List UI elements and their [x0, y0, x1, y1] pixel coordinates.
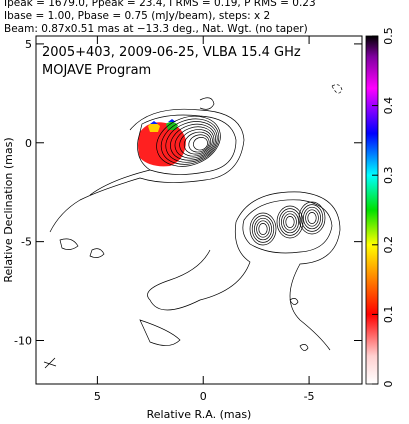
contour	[188, 134, 210, 153]
contour	[59, 238, 105, 258]
contour	[281, 210, 299, 234]
contour	[256, 220, 270, 238]
beam	[43, 357, 57, 369]
plot-subtitle: MOJAVE Program	[42, 63, 151, 78]
colorbar-tick-label: 0	[382, 381, 395, 388]
contour	[147, 191, 341, 351]
colorbar-tick-label: 0.2	[382, 236, 395, 254]
header-line: Beam: 0.87x0.51 mas at −13.3 deg., Nat. …	[4, 23, 308, 35]
contour	[307, 212, 317, 224]
polarization	[166, 121, 178, 130]
colorbar	[365, 35, 379, 385]
contour	[254, 217, 272, 241]
contour	[276, 205, 304, 239]
contour	[160, 118, 220, 165]
header-line: Ibase = 1.00, Pbase = 0.75 (mJy/beam), s…	[4, 10, 270, 22]
polarization	[148, 123, 160, 132]
contour	[331, 84, 343, 94]
contour	[283, 213, 297, 231]
x-axis-label: Relative R.A. (mas)	[147, 408, 252, 421]
contour	[300, 204, 324, 232]
colorbar-tick-label: 0.4	[382, 97, 395, 115]
contour	[258, 223, 268, 235]
contour	[199, 97, 215, 110]
x-tick-label: -5	[304, 390, 315, 403]
contour	[278, 208, 302, 236]
contour	[170, 123, 216, 161]
polarization	[138, 122, 186, 167]
colorbar-tick-label: 0.3	[382, 166, 395, 184]
y-tick-label: 5	[25, 38, 32, 51]
x-tick-label: 5	[94, 390, 101, 403]
contour	[298, 201, 326, 235]
contour	[156, 115, 221, 167]
contour	[305, 209, 319, 227]
plot-title: 2005+403, 2009-06-25, VLBA 15.4 GHz	[42, 45, 301, 60]
polarization	[150, 119, 176, 124]
contour	[193, 137, 208, 151]
contour	[165, 121, 218, 163]
contour	[174, 126, 215, 159]
contour	[49, 108, 245, 233]
contour	[179, 129, 213, 157]
contours	[49, 84, 343, 351]
contour	[139, 298, 309, 351]
y-axis-label: Relative Declination (mas)	[2, 137, 15, 282]
contour	[137, 114, 237, 175]
header-line: Ipeak = 1679.0, Ppeak = 23.4, I RMS = 0.…	[4, 0, 316, 9]
contour	[249, 212, 277, 246]
x-tick-label: 0	[200, 390, 207, 403]
contour	[285, 216, 295, 228]
contour	[251, 215, 275, 243]
contour	[242, 199, 333, 254]
y-tick-label: 0	[25, 137, 32, 150]
colorbar-tick-label: 0.5	[382, 27, 395, 45]
contour	[183, 131, 212, 155]
y-tick-label: -5	[21, 236, 32, 249]
y-tick-label: -10	[14, 335, 32, 348]
contour	[303, 206, 321, 230]
colorbar-tick-label: 0.1	[382, 306, 395, 324]
plot-frame	[35, 35, 363, 385]
